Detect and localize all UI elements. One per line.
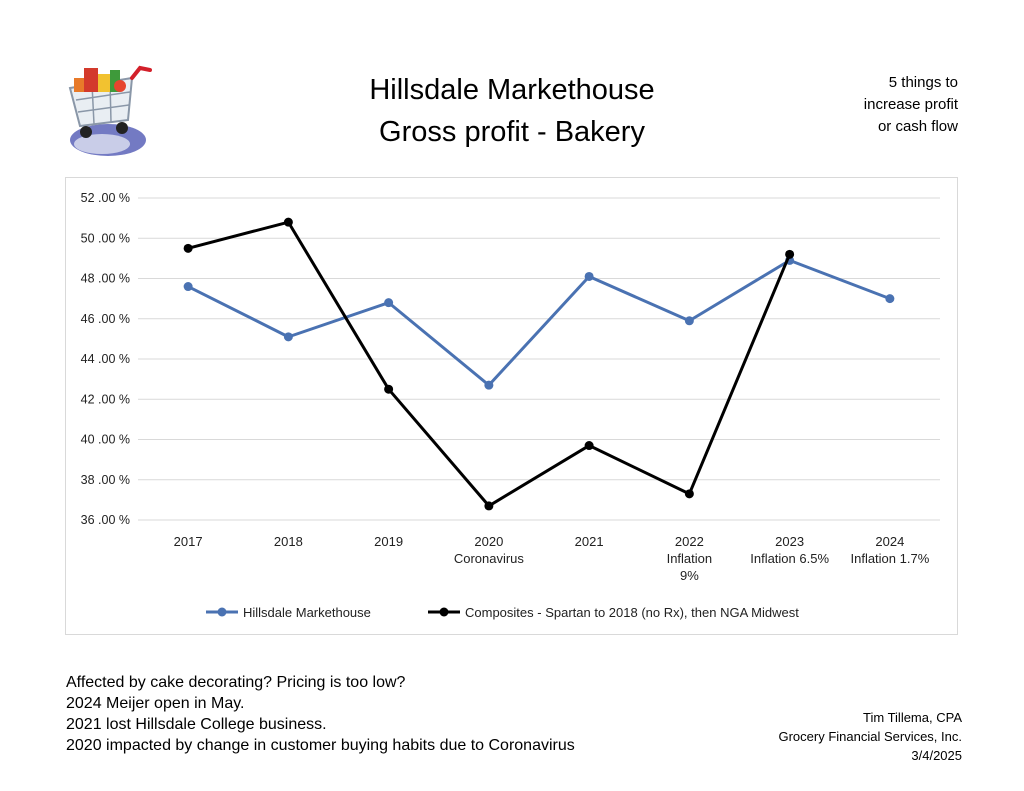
- side-note-line: or cash flow: [877, 118, 958, 135]
- y-tick-label: 52 .00 %: [81, 191, 130, 205]
- y-tick-label: 42 .00 %: [81, 392, 130, 406]
- data-point: [384, 384, 394, 394]
- y-tick-label: 50 .00 %: [81, 231, 130, 245]
- data-point: [183, 282, 193, 292]
- x-tick-label: 2024 Inflation 1.7%: [850, 534, 929, 566]
- series-line: [187, 258, 891, 387]
- y-tick-label: 44 .00 %: [81, 352, 130, 366]
- line-chart: 36 .00 % 38 .00 % 40 .00 % 42 .00 % 44 .00 %…: [81, 191, 940, 620]
- data-point: [384, 298, 394, 308]
- data-point: [283, 332, 293, 342]
- page-subtitle: Gross profit - Bakery: [379, 116, 645, 148]
- data-point: [283, 217, 293, 227]
- author-name: Tim Tillema, CPA: [863, 710, 962, 725]
- comments: Affected by cake decorating? Pricing is …: [66, 672, 575, 756]
- data-point: [785, 249, 795, 259]
- data-point: [584, 271, 594, 281]
- data-point: [684, 489, 694, 499]
- author-block: Tim Tillema, CPA Grocery Financial Servi…: [778, 708, 962, 765]
- author-company: Grocery Financial Services, Inc.: [778, 729, 962, 744]
- legend-label: Composites - Spartan to 2018 (no Rx), th…: [465, 605, 799, 620]
- data-point: [484, 501, 494, 511]
- side-note: 5 things to increase profit or cash flow: [864, 72, 958, 138]
- y-tick-label: 48 .00 %: [81, 272, 130, 286]
- side-note-line: 5 things to: [888, 74, 958, 91]
- y-tick-label: 36 .00 %: [81, 513, 130, 527]
- y-tick-label: 40 .00 %: [81, 433, 130, 447]
- y-tick-label: 46 .00 %: [81, 312, 130, 326]
- data-point: [484, 380, 494, 390]
- data-point: [885, 294, 895, 304]
- x-tick-label: 2022 Inflation 9%: [667, 534, 713, 583]
- legend-marker: [439, 607, 449, 617]
- data-point: [183, 243, 193, 253]
- comment-line: Affected by cake decorating? Pricing is …: [66, 674, 406, 691]
- comment-line: 2021 lost Hillsdale College business.: [66, 716, 327, 733]
- x-tick-label: 2017: [174, 534, 203, 549]
- data-point: [584, 441, 594, 451]
- x-tick-label: 2020 Coronavirus: [454, 534, 525, 566]
- chart-container: 36 .00 % 38 .00 % 40 .00 % 42 .00 % 44 .00 %…: [65, 177, 958, 635]
- x-tick-label: 2023 Inflation 6.5%: [750, 534, 829, 566]
- side-note-line: increase profit: [863, 96, 958, 113]
- data-point: [684, 316, 694, 326]
- page-title: Hillsdale Markethouse: [369, 74, 655, 106]
- legend-marker: [217, 607, 227, 617]
- legend-label: Hillsdale Markethouse: [243, 605, 371, 620]
- author-date: 3/4/2025: [911, 748, 962, 763]
- comment-line: 2024 Meijer open in May.: [66, 695, 245, 712]
- y-tick-label: 38 .00 %: [81, 473, 130, 487]
- shopping-cart-icon: [68, 65, 152, 156]
- x-tick-label: 2018: [274, 534, 303, 549]
- series-line: [187, 220, 792, 508]
- x-tick-label: 2021: [575, 534, 604, 549]
- comment-line: 2020 impacted by change in customer buyi…: [66, 737, 575, 754]
- x-tick-label: 2019: [374, 534, 403, 549]
